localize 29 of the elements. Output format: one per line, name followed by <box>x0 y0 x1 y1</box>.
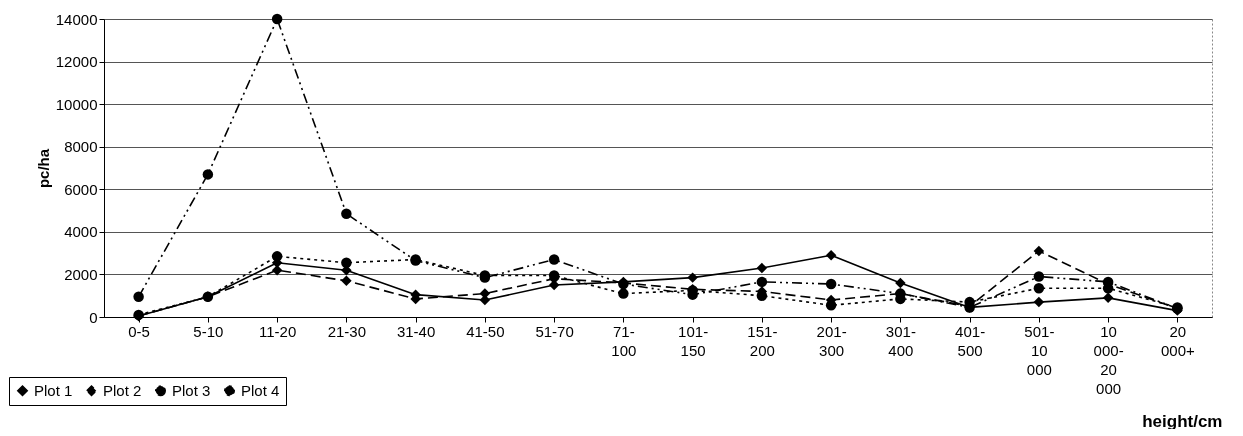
x-tick-label: 20 000+ <box>1160 322 1195 359</box>
y-tick-label: 4000 <box>64 223 98 241</box>
x-tick-label: 151-200 <box>747 322 778 359</box>
x-tick-label: 21-30 <box>327 322 367 340</box>
x-tick-label: 51-70 <box>535 322 574 340</box>
y-tick-label: 8000 <box>64 138 98 156</box>
x-tick-label: 501-10 000 <box>1024 322 1055 378</box>
x-tick-label: 101-150 <box>678 322 709 359</box>
x-tick-label: 11-20 <box>258 322 297 340</box>
x-tick-label: 71-100 <box>611 322 637 359</box>
x-tick-label: 5-10 <box>193 322 224 340</box>
x-tick-label: 0-5 <box>128 322 150 340</box>
y-tick-label: 10000 <box>55 95 98 113</box>
y-tick-label: 14000 <box>55 10 98 28</box>
x-tick-label: 401-500 <box>955 322 986 359</box>
x-tick-label: 31-40 <box>396 322 436 340</box>
x-tick-label: 41-50 <box>466 322 505 340</box>
y-tick-label: 0 <box>89 308 98 326</box>
y-axis-title: pc/ha <box>34 148 52 189</box>
legend-label: Plot 2 <box>103 381 142 399</box>
y-tick-label: 12000 <box>55 53 98 71</box>
y-tick-label: 2000 <box>64 265 98 283</box>
legend-label: Plot 3 <box>172 381 211 399</box>
legend-label: Plot 1 <box>34 381 73 399</box>
y-tick-label: 6000 <box>64 180 98 198</box>
legend-label: Plot 4 <box>241 381 280 399</box>
x-tick-label: 10 000-20 000 <box>1093 322 1124 397</box>
x-tick-label: 201-300 <box>816 322 847 359</box>
x-tick-label: 301-400 <box>885 322 916 359</box>
